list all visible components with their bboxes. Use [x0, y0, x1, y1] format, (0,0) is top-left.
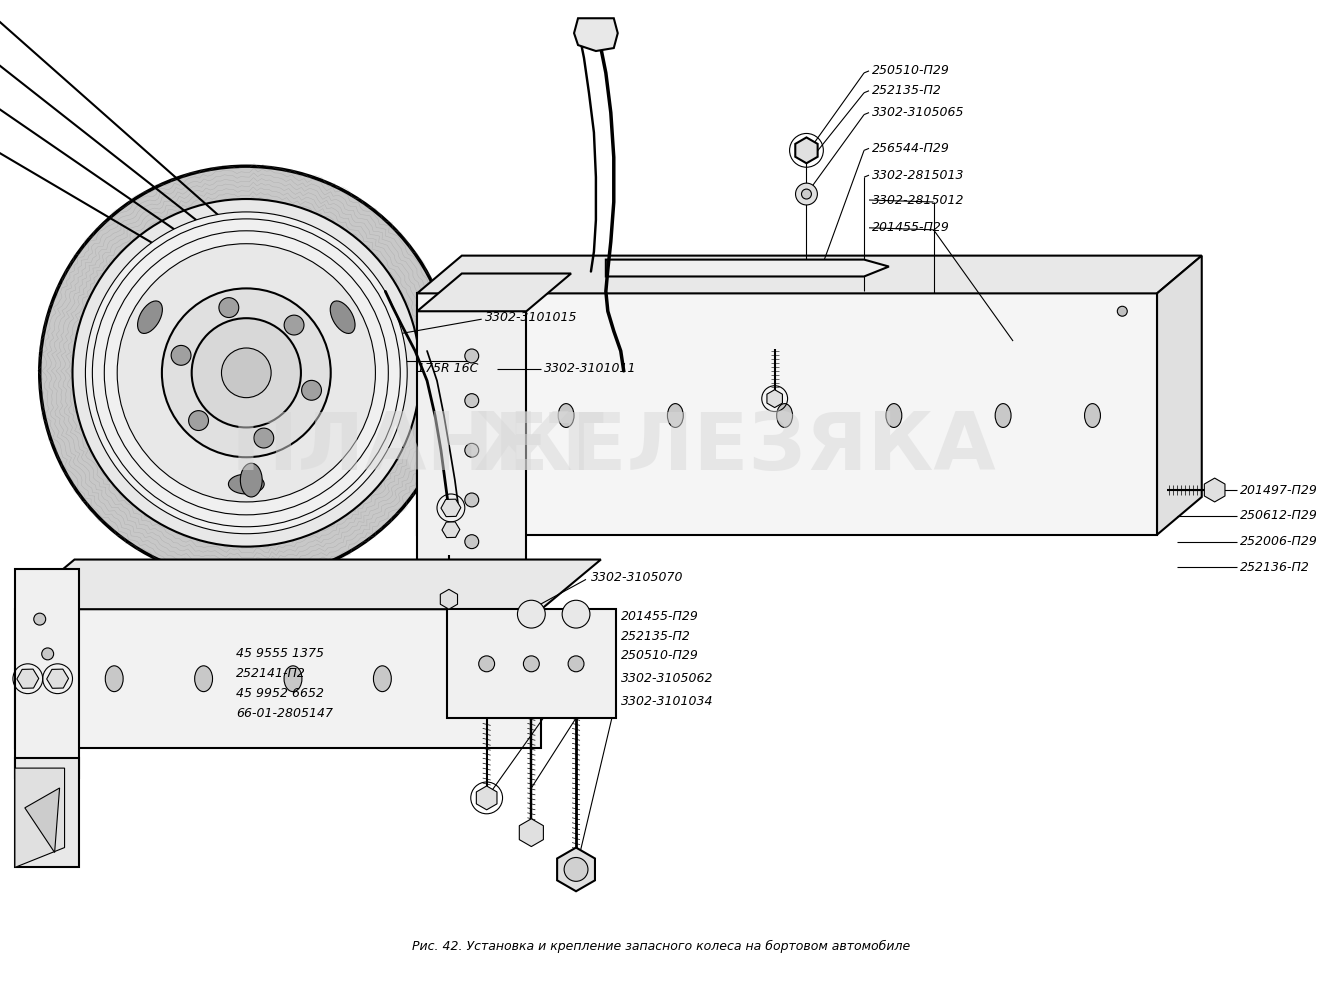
Ellipse shape — [668, 403, 684, 427]
Polygon shape — [15, 560, 601, 609]
Circle shape — [563, 600, 591, 628]
Polygon shape — [15, 758, 80, 868]
Polygon shape — [15, 769, 64, 868]
Polygon shape — [1157, 256, 1202, 534]
Circle shape — [801, 189, 812, 199]
Polygon shape — [417, 293, 1157, 534]
Text: 3302-3105065: 3302-3105065 — [872, 106, 965, 119]
Circle shape — [284, 315, 304, 335]
Text: 3302-3101015: 3302-3101015 — [485, 311, 577, 324]
Text: 252136-П2: 252136-П2 — [1240, 561, 1309, 574]
Circle shape — [465, 493, 479, 507]
Ellipse shape — [228, 474, 264, 494]
Ellipse shape — [886, 403, 902, 427]
Text: 252135-П2: 252135-П2 — [621, 630, 690, 643]
Text: 250510-П29: 250510-П29 — [872, 64, 950, 78]
Circle shape — [465, 444, 479, 458]
Circle shape — [85, 212, 407, 533]
Ellipse shape — [1085, 403, 1101, 427]
Circle shape — [479, 656, 495, 672]
Text: 3302-3101034: 3302-3101034 — [621, 695, 713, 708]
Text: 66-01-2805147: 66-01-2805147 — [236, 707, 333, 720]
Circle shape — [465, 534, 479, 549]
Polygon shape — [447, 609, 616, 718]
Circle shape — [72, 199, 420, 547]
Text: ЖЕЛЕЗЯКА: ЖЕЛЕЗЯКА — [473, 409, 996, 487]
Ellipse shape — [195, 666, 212, 692]
Ellipse shape — [331, 301, 355, 334]
Text: 201497-П29: 201497-П29 — [1240, 483, 1317, 497]
Circle shape — [33, 613, 45, 625]
Circle shape — [219, 297, 239, 318]
Text: 252141-П2: 252141-П2 — [236, 667, 307, 680]
Circle shape — [189, 410, 208, 431]
Polygon shape — [417, 256, 1202, 293]
Circle shape — [161, 288, 331, 458]
Circle shape — [117, 244, 376, 502]
Circle shape — [465, 349, 479, 363]
Polygon shape — [15, 609, 541, 748]
Circle shape — [221, 348, 271, 398]
Text: 3302-3101011: 3302-3101011 — [544, 362, 637, 375]
Circle shape — [253, 428, 273, 448]
Ellipse shape — [457, 666, 476, 692]
Text: 252006-П29: 252006-П29 — [1240, 535, 1317, 548]
Circle shape — [796, 183, 817, 205]
Polygon shape — [15, 570, 80, 778]
Circle shape — [1117, 306, 1128, 316]
Circle shape — [41, 647, 53, 660]
Text: 256544-П29: 256544-П29 — [872, 142, 950, 154]
Ellipse shape — [137, 301, 163, 334]
Text: 45 9952 6652: 45 9952 6652 — [236, 687, 324, 700]
Circle shape — [568, 656, 584, 672]
Polygon shape — [417, 274, 571, 311]
Ellipse shape — [284, 666, 303, 692]
Circle shape — [301, 381, 321, 400]
Text: 3302-3105062: 3302-3105062 — [621, 672, 713, 685]
Ellipse shape — [996, 403, 1010, 427]
Polygon shape — [417, 311, 527, 560]
Text: 3302-2815013: 3302-2815013 — [872, 168, 965, 182]
Text: 3302-3105070: 3302-3105070 — [591, 571, 684, 584]
Ellipse shape — [559, 403, 575, 427]
Polygon shape — [605, 260, 889, 277]
Text: 250612-П29: 250612-П29 — [1240, 510, 1317, 523]
Text: Рис. 42. Установка и крепление запасного колеса на бортовом автомобиле: Рис. 42. Установка и крепление запасного… — [412, 941, 910, 953]
Text: 252135-П2: 252135-П2 — [872, 85, 942, 97]
Text: ПЛАНЕТ: ПЛАНЕТ — [231, 409, 604, 487]
Circle shape — [192, 318, 301, 427]
Ellipse shape — [240, 463, 263, 497]
Text: 175R 16C: 175R 16C — [417, 362, 479, 375]
Circle shape — [564, 857, 588, 882]
Circle shape — [524, 656, 540, 672]
Ellipse shape — [373, 666, 392, 692]
Text: 250510-П29: 250510-П29 — [621, 649, 698, 662]
Ellipse shape — [777, 403, 793, 427]
Polygon shape — [575, 19, 617, 51]
Circle shape — [40, 166, 453, 580]
Circle shape — [171, 345, 191, 365]
Ellipse shape — [105, 666, 123, 692]
Text: 201455-П29: 201455-П29 — [872, 221, 950, 234]
Text: 45 9555 1375: 45 9555 1375 — [236, 647, 324, 660]
Circle shape — [465, 394, 479, 407]
Polygon shape — [25, 788, 60, 852]
Circle shape — [517, 600, 545, 628]
Text: 201455-П29: 201455-П29 — [621, 610, 698, 623]
Text: 3302-2815012: 3302-2815012 — [872, 194, 965, 207]
